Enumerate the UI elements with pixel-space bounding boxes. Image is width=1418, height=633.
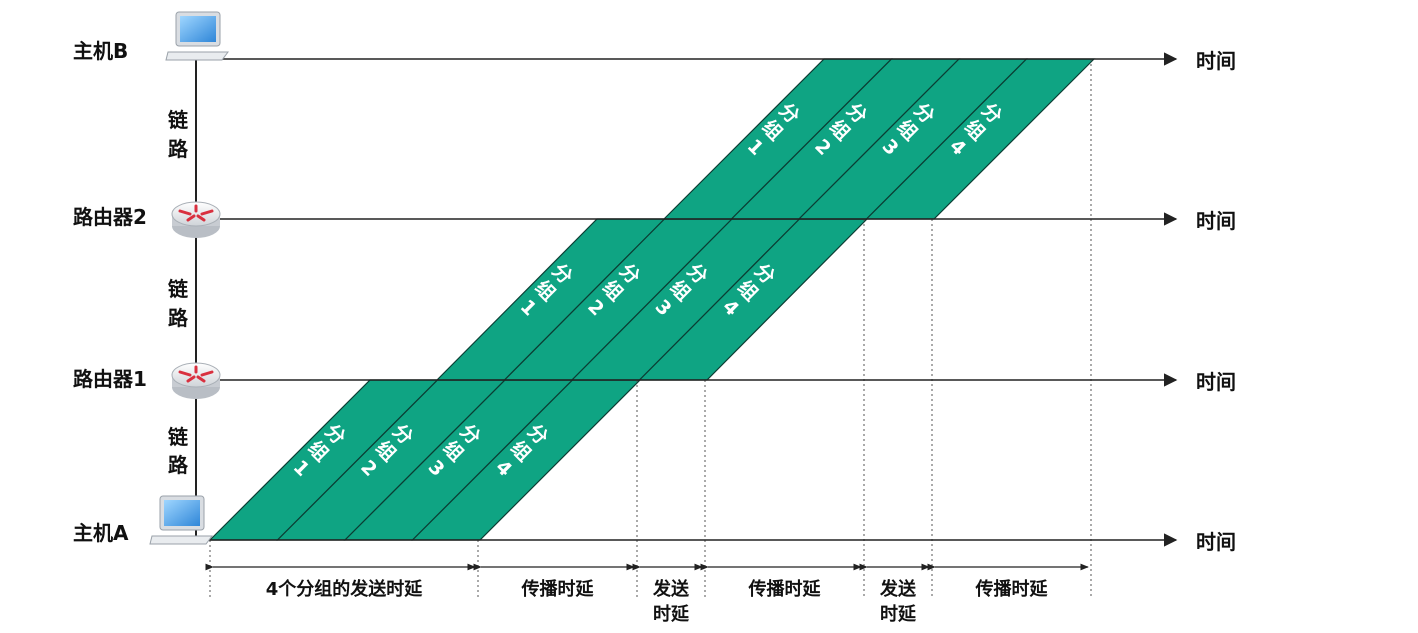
link-char: 路 — [168, 137, 189, 161]
delay-label: 传播时延 — [521, 578, 595, 600]
host-a-label: 主机A — [73, 521, 129, 545]
link-label-lower: 链 路 — [168, 425, 189, 477]
delay-label: 发送 — [652, 578, 690, 600]
time-label-host-b: 时间 — [1196, 49, 1236, 73]
router-2-label: 路由器2 — [73, 205, 147, 229]
time-axes — [208, 52, 1178, 547]
link-label-upper: 链 路 — [168, 108, 189, 161]
delay-label: 时延 — [653, 604, 690, 625]
host-b-label: 主机B — [73, 39, 128, 63]
time-label-host-a: 时间 — [1196, 530, 1236, 554]
time-label-router-1: 时间 — [1196, 370, 1236, 394]
link-char: 链 — [168, 108, 189, 132]
router-1-label: 路由器1 — [73, 367, 147, 391]
time-label-router-2: 时间 — [1196, 209, 1236, 233]
router-1-router-icon — [171, 362, 221, 399]
host-a-laptop-icon — [149, 495, 213, 545]
delay-label: 传播时延 — [748, 578, 822, 600]
link-char: 路 — [168, 306, 189, 330]
delay-annotations: 4个分组的发送时延 传播时延 发送时延 传播时延 发送时延 传播时延 — [205, 563, 1089, 625]
link-char: 链 — [168, 425, 189, 449]
time-guide-lines — [209, 59, 1092, 598]
host-b-laptop-icon — [165, 11, 229, 61]
router-2-router-icon — [171, 201, 221, 238]
link-char: 链 — [168, 277, 189, 301]
packet-label: 分组3 — [424, 420, 485, 481]
delay-label: 传播时延 — [975, 578, 1049, 600]
delay-label: 时延 — [880, 604, 917, 625]
delay-label: 4个分组的发送时延 — [266, 578, 424, 600]
link-label-middle: 链 路 — [168, 277, 189, 330]
delay-label: 发送 — [879, 578, 917, 600]
link-char: 路 — [168, 453, 189, 477]
